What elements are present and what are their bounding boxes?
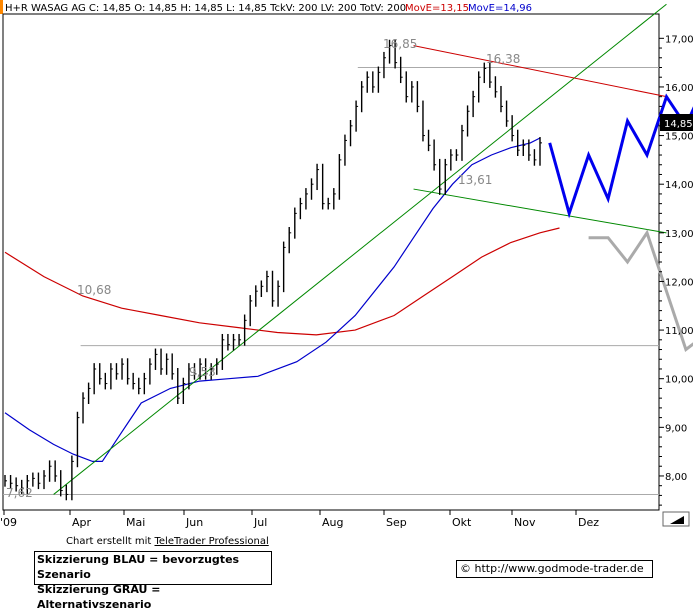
y-tick-label: 13,00 — [665, 229, 693, 240]
last-price-label: 14,85 — [664, 119, 693, 130]
legend-grey: Skizzierung GRAU = Alternativszenario — [37, 583, 161, 611]
credit-prefix: Chart erstellt mit — [66, 536, 155, 547]
y-tick-label: 17,00 — [665, 34, 693, 45]
annotation-level-1: 10,68 — [77, 283, 111, 297]
x-tick-label: Jun — [185, 516, 203, 529]
scenario-layer — [548, 93, 693, 352]
x-tick-layer: '09 Apr Mai Jun Jul Aug Sep Okt Nov Dez — [0, 510, 599, 529]
header-ma1-label: MovE=13,15 — [405, 3, 469, 14]
y-tick-label: 14,00 — [665, 180, 693, 191]
y-tick-layer: 17,00 16,00 15,00 14,00 13,00 12,00 11,00 10,00… — [659, 34, 693, 506]
annotation-high-2: 16,38 — [486, 52, 520, 66]
y-tick-label: 9,00 — [665, 423, 687, 434]
y-tick-label: 8,00 — [665, 472, 687, 483]
scenario-legend: Skizzierung BLAU = bevorzugtes Szenario … — [34, 551, 272, 611]
scenario-blue-path — [548, 93, 693, 219]
header-ma2-label: MovE=14,96 — [468, 3, 532, 14]
copyright-link[interactable]: © http://www.godmode-trader.de — [456, 560, 653, 578]
legend-blue: Skizzierung BLAU = bevorzugtes Szenario — [37, 553, 240, 581]
x-tick-label: Sep — [386, 516, 407, 529]
y-tick-label: 15,00 — [665, 132, 693, 143]
moving-average-layer — [4, 137, 560, 462]
x-tick-label: Aug — [322, 516, 343, 529]
trendline-3 — [413, 188, 667, 234]
x-tick-label: Mai — [126, 516, 145, 529]
y-tick-label: 12,00 — [665, 277, 693, 288]
header-symbol-line: H+R WASAG AG C: 14,85 O: 14,85 H: 14,85 … — [5, 3, 406, 14]
y-tick-label: 16,00 — [665, 83, 693, 94]
hline-layer — [3, 66, 659, 495]
x-tick-label: Apr — [72, 516, 92, 529]
annotation-low-2: 9,53 — [189, 365, 216, 379]
header-marker — [0, 0, 3, 14]
x-tick-label: Okt — [452, 516, 472, 529]
scenario-grey-down-path — [588, 229, 693, 352]
moving-average-blue-line — [4, 137, 541, 462]
y-tick-label: 10,00 — [665, 375, 693, 386]
moving-average-red-line — [4, 227, 560, 336]
annotation-low-1: 13,61 — [458, 173, 492, 187]
last-price-box — [660, 114, 693, 131]
trendline-1 — [53, 3, 667, 495]
scroll-arrow-icon — [670, 516, 684, 524]
credit-link[interactable]: TeleTrader Professional — [154, 536, 269, 547]
plot-area — [2, 13, 660, 511]
x-tick-label: Jul — [253, 516, 267, 529]
credit-line: Chart erstellt mit TeleTrader Profession… — [66, 536, 269, 547]
x-tick-label: Nov — [514, 516, 536, 529]
price-bars-layer — [4, 39, 542, 501]
y-tick-label: 11,00 — [665, 326, 693, 337]
annotation-high-1: 16,85 — [383, 37, 417, 51]
x-tick-label: '09 — [0, 516, 17, 529]
chart-canvas: H+R WASAG AG C: 14,85 O: 14,85 H: 14,85 … — [0, 0, 693, 529]
annotation-low-3: 7,62 — [6, 486, 33, 500]
x-tick-label: Dez — [578, 516, 599, 529]
trendline-layer — [53, 3, 667, 495]
trendline-2 — [413, 45, 667, 98]
